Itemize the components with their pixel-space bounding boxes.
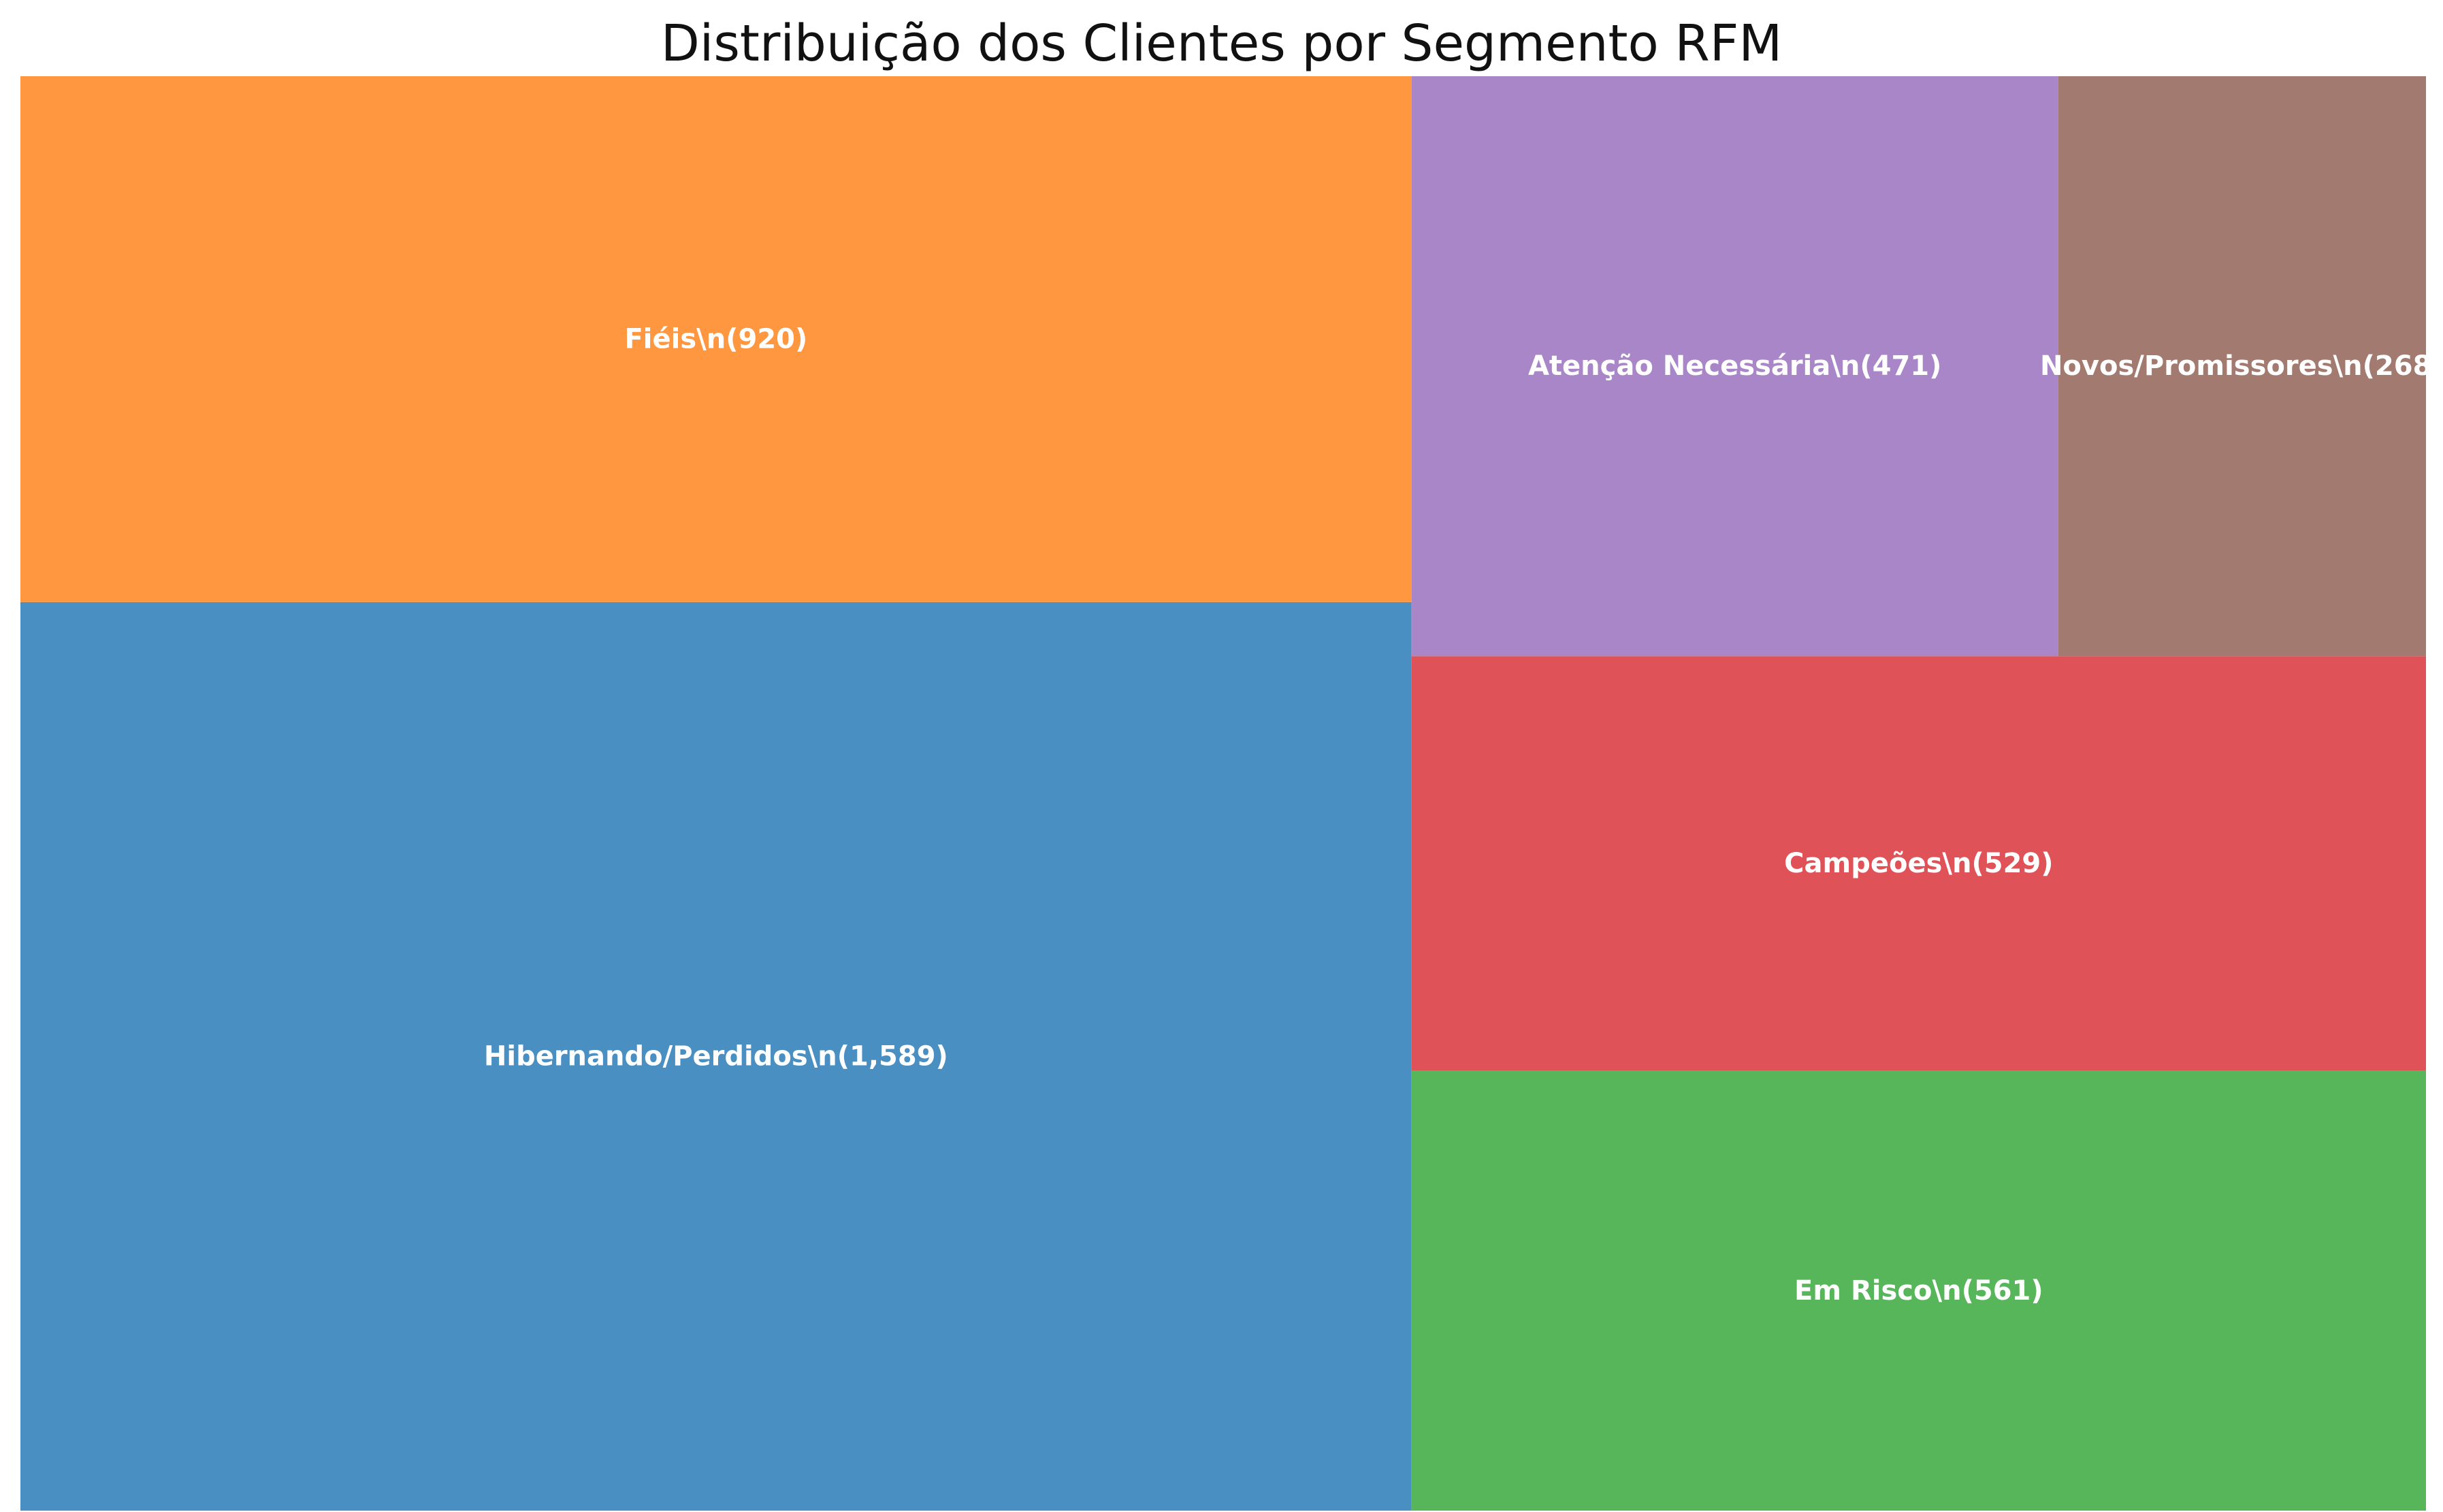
- treemap-tiles: [20, 76, 2426, 1511]
- tile-fieis: [20, 76, 1412, 602]
- tile-label-atencao-necessaria: Atenção Necessária\n(471): [1528, 350, 1941, 382]
- tile-label-novos-promissores: Novos/Promissores\n(268): [2040, 350, 2443, 382]
- tile-atencao-necessaria: [1411, 76, 2058, 657]
- tile-label-em-risco: Em Risco\n(561): [1794, 1275, 2043, 1306]
- tile-label-fieis: Fiéis\n(920): [624, 323, 807, 355]
- chart-title: Distribuição dos Clientes por Segmento R…: [660, 14, 1783, 73]
- tile-campeoes: [1411, 656, 2426, 1071]
- tile-em-risco: [1411, 1070, 2426, 1511]
- tile-novos-promissores: [2058, 76, 2426, 657]
- tile-label-hibernando-perdidos: Hibernando/Perdidos\n(1,589): [484, 1040, 948, 1072]
- tile-label-campeoes: Campeões\n(529): [1784, 848, 2053, 879]
- treemap-labels: Hibernando/Perdidos\n(1,589) Fiéis\n(920)…: [484, 323, 2443, 1306]
- tile-hibernando-perdidos: [20, 602, 1412, 1511]
